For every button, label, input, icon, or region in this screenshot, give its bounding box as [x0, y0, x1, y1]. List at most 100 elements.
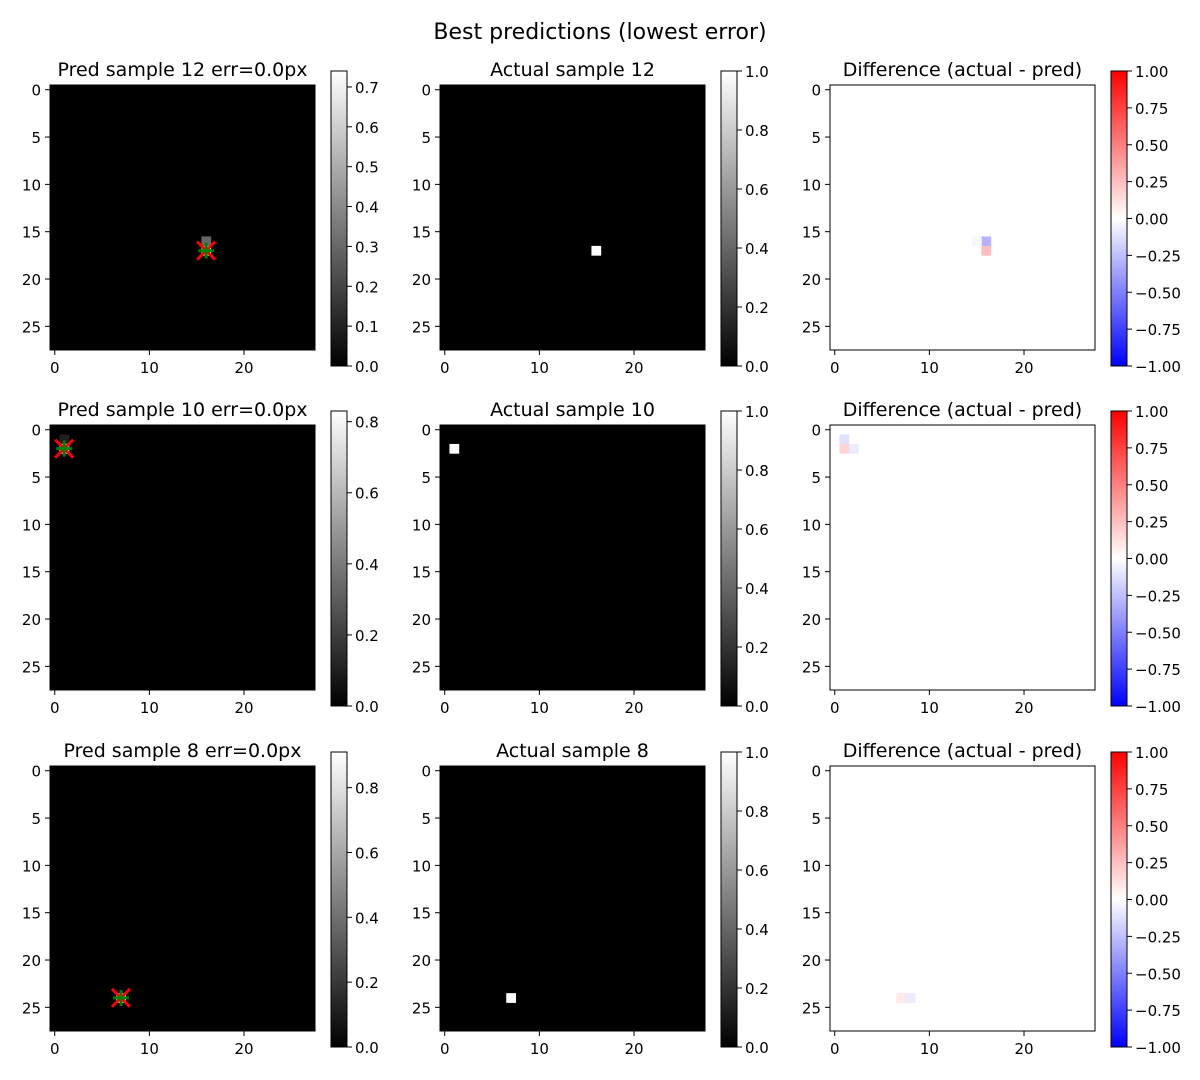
colorbar-tick-label: −0.75 [1135, 321, 1181, 339]
y-tick-label: 25 [802, 658, 821, 676]
image-pixel [905, 993, 916, 1003]
x-tick-label: 10 [140, 359, 159, 377]
colorbar-tick-label: 0.75 [1135, 100, 1168, 118]
panel-title: Actual sample 12 [490, 59, 655, 81]
colorbar-tick-label: −1.00 [1135, 698, 1181, 716]
y-tick-label: 10 [22, 516, 41, 534]
colorbar-tick-label: 0.4 [745, 580, 769, 598]
colorbar-tick-label: −0.75 [1135, 661, 1181, 679]
y-tick-label: 0 [31, 422, 41, 440]
y-tick-label: 5 [31, 810, 41, 828]
y-tick-label: 25 [22, 318, 41, 336]
y-tick-label: 10 [412, 176, 431, 194]
colorbar-tick-label: −0.50 [1135, 965, 1181, 983]
x-tick-label: 0 [50, 359, 60, 377]
colorbar-tick-label: 0.0 [355, 358, 379, 376]
colorbar-tick-label: 0.0 [745, 358, 769, 376]
colorbar-tick-label: 1.0 [745, 403, 769, 421]
y-tick-label: 0 [31, 763, 41, 781]
y-tick-label: 25 [412, 658, 431, 676]
colorbar-tick-label: 0.2 [745, 639, 769, 657]
image-pixel [971, 236, 982, 247]
colorbar-tick-label: 0.25 [1135, 855, 1168, 873]
panel-title: Difference (actual - pred) [843, 740, 1082, 762]
colorbar-tick-label: −0.50 [1135, 284, 1181, 302]
colorbar-tick-label: 0.6 [745, 862, 769, 880]
image-pixel [896, 993, 907, 1003]
colorbar-tick-label: 0.4 [355, 909, 379, 927]
image-pixel [839, 434, 850, 445]
panel-4: Pred sample 10 err=0.0px 0 10 20 0 5 10 15 20 25 0… [22, 399, 379, 717]
y-tick-label: 5 [31, 469, 41, 487]
y-tick-label: 25 [22, 999, 41, 1017]
y-tick-label: 20 [412, 271, 431, 289]
image-pixel [201, 236, 212, 247]
image-pixel [449, 443, 460, 454]
y-tick-label: 10 [412, 857, 431, 875]
axes-frame [439, 84, 706, 351]
y-tick-label: 25 [802, 999, 821, 1017]
colorbar [720, 410, 738, 707]
colorbar-tick-label: 0.4 [745, 921, 769, 939]
panel-6: Difference (actual - pred) 0 10 20 0 5 10 15 20 2… [802, 399, 1181, 717]
y-tick-label: 25 [412, 318, 431, 336]
y-tick-label: 20 [802, 271, 821, 289]
colorbar [330, 70, 348, 367]
y-tick-label: 0 [421, 763, 431, 781]
x-tick-label: 10 [140, 1040, 159, 1058]
y-tick-label: 20 [22, 611, 41, 629]
y-tick-label: 15 [22, 905, 41, 923]
x-tick-label: 20 [624, 1040, 643, 1058]
colorbar-tick-label: 0.3 [355, 238, 379, 256]
image-background [440, 85, 705, 350]
y-tick-label: 15 [802, 564, 821, 582]
actual-position-marker [56, 440, 73, 457]
x-tick-label: 20 [624, 359, 643, 377]
colorbar-tick-label: 0.2 [355, 627, 379, 645]
colorbar-tick-label: 1.0 [745, 744, 769, 762]
axes-frame [439, 765, 706, 1032]
colorbar-tick-label: −1.00 [1135, 358, 1181, 376]
y-tick-label: 10 [802, 857, 821, 875]
colorbar-tick-label: 0.0 [745, 698, 769, 716]
colorbar-tick-label: 0.4 [355, 199, 379, 217]
colorbar-tick-label: 0.8 [745, 462, 769, 480]
y-tick-label: 15 [412, 564, 431, 582]
y-tick-label: 20 [412, 952, 431, 970]
colorbar-tick-label: 0.0 [355, 698, 379, 716]
colorbar-tick-label: 0.25 [1135, 514, 1168, 532]
image-background [50, 85, 315, 350]
y-tick-label: 5 [811, 129, 821, 147]
image-background [50, 766, 315, 1031]
colorbar-tick-label: 0.2 [355, 278, 379, 296]
colorbar-tick-label: 1.00 [1135, 63, 1168, 81]
colorbar [720, 751, 738, 1048]
axes-frame [49, 424, 316, 691]
y-tick-label: 25 [22, 658, 41, 676]
figure-suptitle: Best predictions (lowest error) [433, 20, 766, 45]
x-tick-label: 0 [440, 359, 450, 377]
x-tick-label: 0 [830, 1040, 840, 1058]
colorbar [330, 751, 348, 1048]
panel-2: Actual sample 12 0 10 20 0 5 10 15 20 25 0.0 0.2 0.4… [412, 59, 769, 377]
colorbar-tick-label: 0.00 [1135, 211, 1168, 229]
colorbar-tick-label: 0.0 [355, 1039, 379, 1057]
x-tick-label: 0 [830, 699, 840, 717]
colorbar-tick-label: 0.8 [355, 780, 379, 798]
image-pixel [981, 245, 992, 256]
colorbar-tick-label: 0.25 [1135, 174, 1168, 192]
axes-frame [829, 424, 1096, 691]
colorbar-tick-label: 0.4 [355, 556, 379, 574]
colorbar-tick-label: 0.8 [355, 414, 379, 432]
colorbar-tick-label: 1.00 [1135, 403, 1168, 421]
panel-7: Pred sample 8 err=0.0px 0 10 20 0 5 10 15 20 25 0.… [22, 740, 379, 1058]
y-tick-label: 10 [412, 516, 431, 534]
colorbar-tick-label: 0.50 [1135, 477, 1168, 495]
y-tick-label: 5 [811, 469, 821, 487]
colorbar [720, 70, 738, 367]
y-tick-label: 15 [412, 905, 431, 923]
colorbar-tick-label: −0.25 [1135, 928, 1181, 946]
colorbar-tick-label: 0.2 [745, 980, 769, 998]
y-tick-label: 10 [802, 516, 821, 534]
panel-3: Difference (actual - pred) 0 10 20 0 5 10 15 20 2… [802, 59, 1181, 377]
